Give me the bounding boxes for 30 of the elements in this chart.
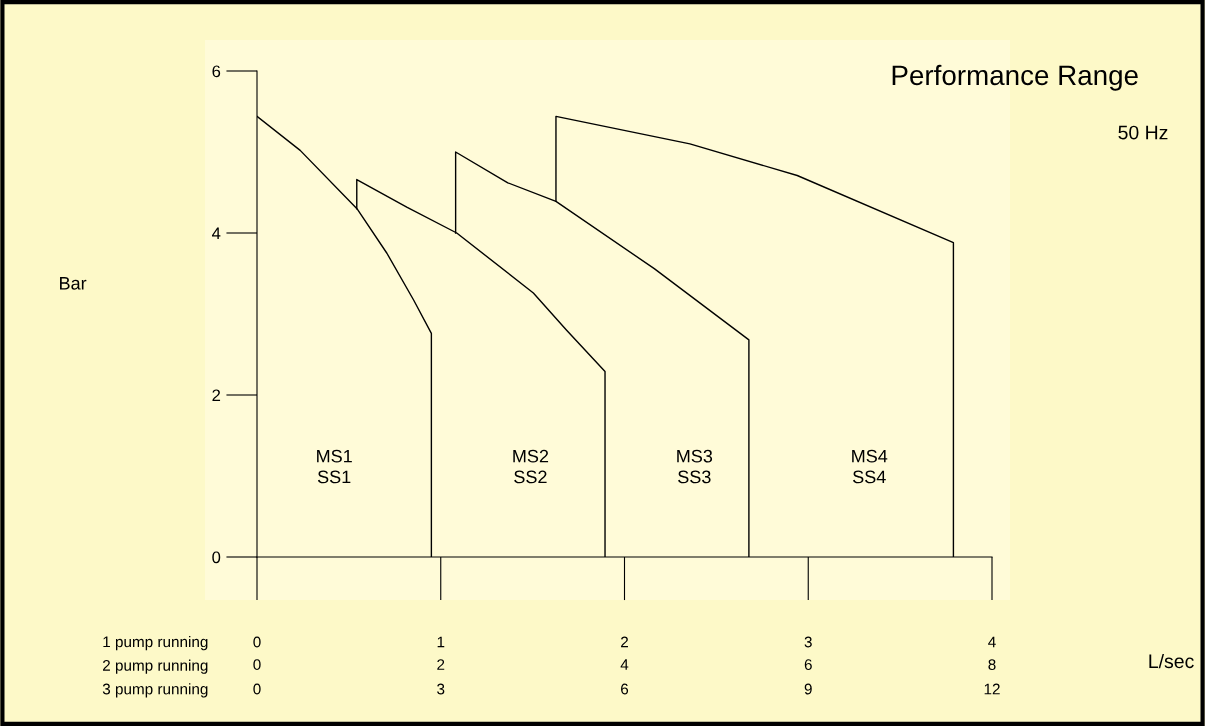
text: 2 pump running xyxy=(103,659,208,674)
x2-tick-label: 0 xyxy=(253,659,261,670)
annotation: MS4 SS4 xyxy=(852,449,888,484)
text: Bar xyxy=(60,277,87,290)
text: 9 xyxy=(804,683,812,695)
annotation: MS2 SS2 xyxy=(513,449,549,484)
x2-tick-label: 8 xyxy=(988,659,996,670)
annotation: MS3 SS3 xyxy=(677,449,713,484)
x-tick-label: 2 xyxy=(621,636,628,648)
x-tick-label: 1 xyxy=(437,636,445,648)
x2-tick-label: 4 xyxy=(620,659,629,670)
y-tick-label: 4 xyxy=(212,227,221,240)
text: 12 xyxy=(984,683,1000,695)
y-tick-label: 0 xyxy=(212,551,221,564)
text: 6 xyxy=(621,683,629,695)
x2-tick-label: 6 xyxy=(804,659,812,670)
text: L/sec xyxy=(1149,653,1194,669)
text: 50 Hz xyxy=(1118,125,1168,140)
annotation: MS1 SS1 xyxy=(317,449,352,484)
x-tick-label: 4 xyxy=(988,636,996,648)
x2-tick-label: 2 xyxy=(437,659,445,670)
text: 0 xyxy=(253,683,261,695)
x-tick-label: 3 xyxy=(804,636,812,648)
text: 3 xyxy=(437,683,445,695)
y-tick-label: 6 xyxy=(212,65,221,78)
x-tick-label: 0 xyxy=(253,636,261,648)
y-tick-label: 2 xyxy=(212,389,221,402)
chart-title: Performance Range xyxy=(892,64,1138,91)
text: 3 pump running xyxy=(102,683,208,698)
text: 1 pump running xyxy=(103,635,208,651)
